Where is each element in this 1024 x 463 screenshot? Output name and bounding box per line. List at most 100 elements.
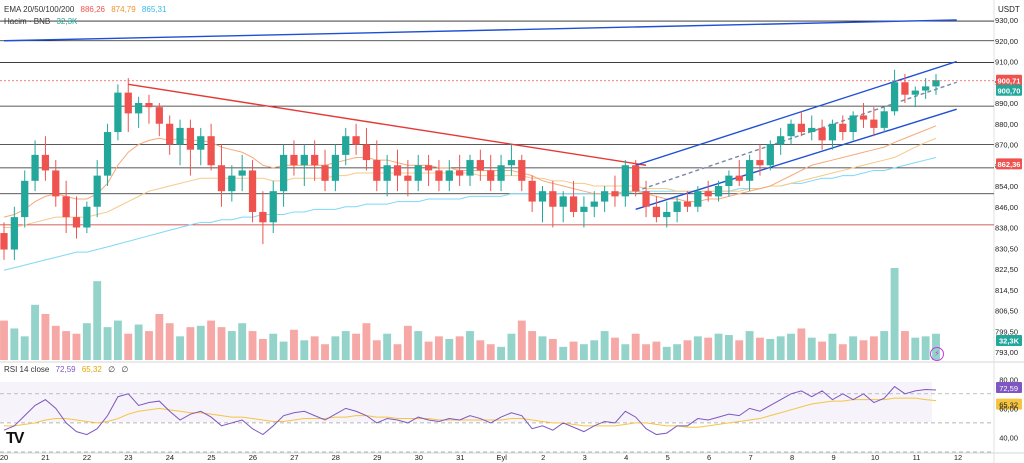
volume-bar	[176, 336, 184, 360]
volume-bar	[331, 336, 340, 360]
candle-body	[311, 154, 319, 166]
candle-body	[72, 217, 81, 228]
candle-body	[93, 175, 101, 207]
volume-bar	[797, 328, 806, 360]
candle-body	[911, 90, 919, 95]
candle-body	[352, 136, 360, 145]
volume-bar	[93, 281, 102, 360]
candle-body	[145, 103, 153, 108]
candle-body	[590, 201, 598, 207]
volume-bar	[787, 333, 795, 360]
candle-body	[745, 160, 754, 181]
price-axis-tick: 799,50	[995, 327, 1018, 336]
candle-body	[549, 191, 557, 207]
candle-body	[714, 186, 723, 197]
candle-body	[217, 165, 226, 192]
rsi-extra-2: ∅	[121, 365, 129, 374]
volume-bar	[818, 341, 827, 360]
volume-bar	[424, 341, 433, 360]
rsi-extra-1: ∅	[108, 365, 116, 374]
volume-bar	[621, 344, 630, 360]
rsi-tag-box	[996, 382, 1022, 394]
time-axis-label: 7	[749, 453, 753, 462]
time-axis-label: 25	[207, 453, 215, 462]
volume-legend-title: Hacim · BNB	[4, 17, 51, 26]
candle-body	[632, 165, 640, 192]
candle-body	[652, 206, 661, 218]
volume-legend: Hacim · BNB 32,3K	[4, 17, 81, 26]
candle-body	[466, 160, 474, 176]
candle-body	[518, 160, 526, 181]
candle-body	[507, 160, 516, 166]
rsi-axis-tick: 65,32	[999, 401, 1018, 410]
price-axis-tick: 806,50	[995, 307, 1018, 316]
price-axis-tick: 930,00	[995, 16, 1018, 25]
volume-bar	[880, 331, 889, 360]
volume-bar	[538, 336, 547, 360]
rsi-tag-box	[996, 398, 1022, 410]
candle-body	[683, 201, 692, 207]
candle-body	[797, 123, 806, 133]
volume-bar	[165, 323, 174, 360]
red-resistance-trendline	[128, 83, 647, 166]
time-axis-label: 20	[0, 453, 8, 462]
volume-bar	[631, 333, 640, 360]
candle-body	[559, 196, 567, 207]
volume-bar	[124, 333, 133, 360]
candle-body	[21, 180, 29, 218]
candle-body	[538, 191, 547, 202]
time-axis-label: 30	[415, 453, 423, 462]
long-term-trendline	[3, 19, 957, 42]
time-axis-label: 8	[790, 453, 794, 462]
volume-bar	[548, 338, 557, 360]
ema-legend-title: EMA 20/50/100/200	[4, 5, 75, 14]
volume-bar	[476, 340, 485, 360]
price-tag-box	[996, 158, 1022, 170]
time-axis-label: 21	[41, 453, 49, 462]
time-axis-label: 3	[583, 453, 587, 462]
candle-body	[890, 82, 899, 112]
time-axis-label: 5	[666, 453, 670, 462]
candle-body	[621, 165, 629, 197]
candle-body	[228, 175, 236, 192]
volume-bar	[403, 325, 412, 360]
time-axis-label: 28	[332, 453, 340, 462]
candle-body	[777, 136, 785, 145]
candle-body	[642, 191, 650, 207]
volume-bar	[20, 336, 29, 360]
ema-legend: EMA 20/50/100/200 886,26 874,79 865,31	[4, 5, 170, 14]
volume-bar	[724, 335, 733, 360]
volume-bar	[673, 344, 682, 360]
price-tag-box	[996, 335, 1022, 346]
lightning-icon[interactable]: ⚡	[930, 347, 944, 361]
time-axis-label: 31	[456, 453, 464, 462]
volume-bar	[145, 331, 153, 360]
rsi-legend: RSI 14 close 72,59 65,32 ∅ ∅	[4, 365, 132, 374]
volume-bar	[310, 336, 319, 360]
candle-body	[870, 119, 878, 128]
candle-body	[839, 123, 847, 133]
volume-bar	[31, 304, 40, 360]
rsi-legend-title: RSI 14 close	[4, 365, 50, 374]
channel-lower-line	[635, 108, 957, 211]
volume-bar	[352, 333, 361, 360]
volume-bar	[828, 333, 837, 360]
candle-body	[932, 80, 940, 87]
volume-bar	[113, 320, 122, 360]
volume-bar	[559, 346, 568, 360]
candle-body	[207, 136, 215, 166]
time-axis-label: 2	[541, 453, 545, 462]
rsi-ma-line	[4, 397, 937, 428]
candle-body	[922, 86, 930, 91]
candle-body	[880, 111, 888, 128]
candle-body	[269, 191, 277, 223]
price-axis-tick: 854,00	[995, 182, 1018, 191]
price-axis-tick: 830,50	[995, 244, 1018, 253]
candle-body	[787, 123, 795, 137]
time-axis-label: 9	[831, 453, 835, 462]
volume-bar	[652, 341, 661, 360]
volume-bar	[756, 337, 764, 360]
candle-body	[414, 165, 422, 181]
volume-bar	[103, 327, 112, 360]
